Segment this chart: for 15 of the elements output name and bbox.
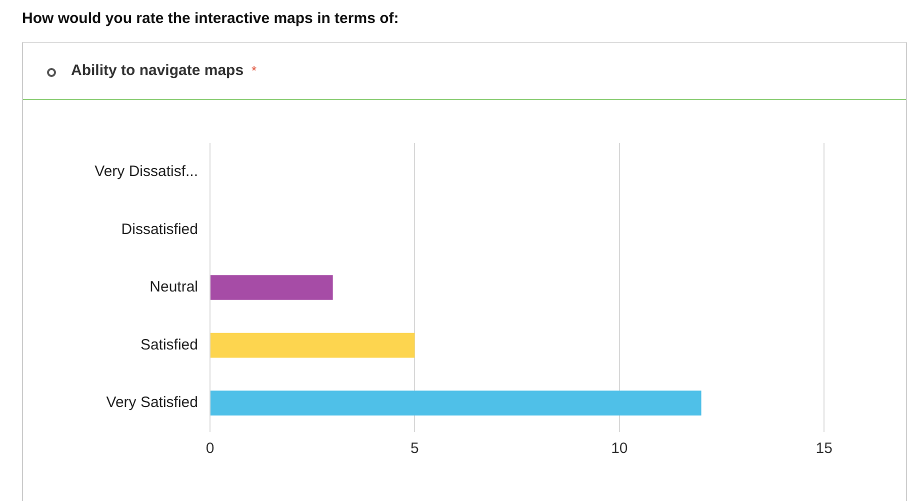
y-tick-label: Very Satisfied bbox=[106, 394, 198, 412]
x-tick-label: 0 bbox=[206, 440, 214, 458]
y-tick-label: Satisfied bbox=[140, 336, 198, 354]
y-tick-label: Dissatisfied bbox=[121, 220, 198, 238]
x-tick-label: 5 bbox=[410, 440, 419, 458]
text: * bbox=[252, 63, 257, 78]
bar bbox=[210, 332, 415, 358]
bar bbox=[210, 275, 333, 300]
x-tick-label: 10 bbox=[611, 440, 628, 458]
bar bbox=[210, 390, 702, 416]
x-tick-label: 15 bbox=[816, 440, 832, 458]
chart-title: How would you rate the interactive maps in terms of: bbox=[22, 10, 399, 27]
y-tick-label: Very Dissatisf... bbox=[94, 163, 198, 180]
y-tick-label: Neutral bbox=[150, 278, 198, 296]
chart-subtitle: Ability to navigate maps bbox=[71, 62, 244, 79]
